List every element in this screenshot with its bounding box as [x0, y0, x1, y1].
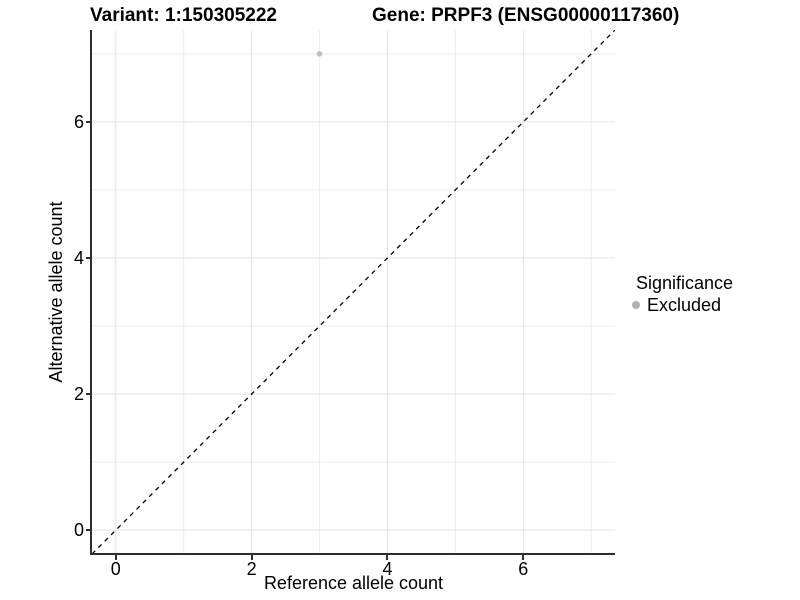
y-axis-line	[90, 30, 92, 555]
y-tick-mark	[86, 529, 91, 532]
x-tick-label: 0	[110, 559, 121, 579]
plot-panel	[92, 30, 615, 554]
plot-canvas	[92, 30, 615, 554]
legend-point-icon	[632, 301, 640, 309]
x-axis-line	[90, 553, 615, 555]
identity-line	[92, 30, 615, 554]
y-tick-mark	[86, 256, 91, 259]
plot-title-gene: Gene: PRPF3 (ENSG00000117360)	[372, 5, 680, 26]
y-tick-label: 2	[73, 384, 84, 405]
legend-item-excluded: Excluded	[630, 295, 733, 315]
y-tick-label: 6	[73, 111, 84, 132]
x-tick-mark	[114, 555, 117, 560]
legend-title: Significance	[636, 273, 734, 293]
x-tick-mark	[386, 555, 389, 560]
plot-title-variant: Variant: 1:150305222	[90, 5, 277, 26]
x-axis-title: Reference allele count	[263, 573, 444, 593]
legend-item-label: Excluded	[647, 295, 722, 315]
x-tick-label: 4	[382, 559, 393, 579]
data-point	[316, 51, 323, 57]
y-tick-label: 0	[73, 520, 84, 541]
y-tick-mark	[86, 393, 91, 396]
x-tick-label: 6	[518, 559, 529, 579]
y-tick-label: 4	[73, 247, 84, 268]
x-tick-mark	[522, 555, 525, 560]
x-tick-label: 2	[246, 559, 257, 579]
legend: Significance Excluded	[630, 272, 733, 315]
y-tick-mark	[86, 120, 91, 123]
x-tick-mark	[250, 555, 253, 560]
